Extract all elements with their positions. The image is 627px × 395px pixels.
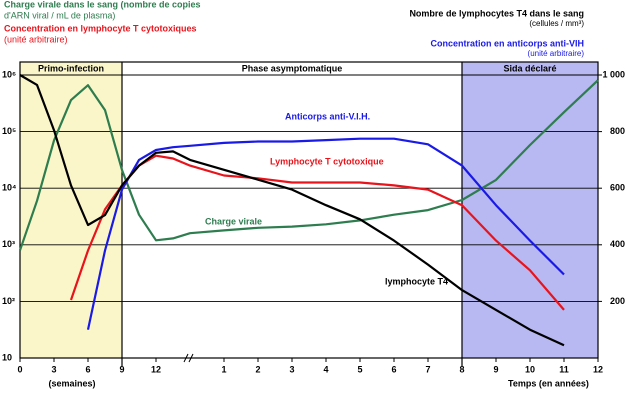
phase-label: Sida déclaré (503, 63, 556, 73)
series-label: Charge virale (205, 216, 262, 226)
x-tick-label: 2 (255, 364, 260, 374)
axis-title: d'ARN viral / mL de plasma) (4, 10, 115, 20)
x-tick-label: 3 (51, 364, 56, 374)
series-line (18, 79, 599, 251)
y-tick-label: 10 (2, 352, 12, 362)
phase-label: Primo-infection (38, 63, 104, 73)
axis-break (183, 353, 194, 363)
y-tick-label: 10³ (2, 239, 15, 249)
x-tick-label: 6 (391, 364, 396, 374)
x-tick-label: 5 (357, 364, 362, 374)
x-tick-label: 12 (151, 364, 161, 374)
y2-tick-label: 200 (610, 296, 625, 306)
x-tick-label: 3 (289, 364, 294, 374)
axis-title: Nombre de lymphocytes T4 dans le sang (409, 8, 584, 18)
series-line (19, 74, 565, 347)
phase-band (122, 62, 462, 358)
phase-band (462, 62, 598, 358)
x-label-weeks: (semaines) (48, 378, 95, 388)
x-tick-label: 11 (559, 364, 569, 374)
x-tick-label: 9 (119, 364, 124, 374)
series-line (86, 137, 565, 330)
y2-tick-label: 800 (610, 126, 625, 136)
axis-title: (cellules / mm³) (529, 19, 584, 28)
x-tick-label: 8 (459, 364, 464, 374)
series-label: Lymphocyte T cytotoxique (270, 156, 384, 166)
axis-title: Concentration en lymphocyte T cytotoxiqu… (4, 23, 197, 33)
x-label: Temps (en années) (508, 378, 589, 388)
y-tick-label: 10⁵ (2, 126, 16, 136)
x-tick-label: 7 (425, 364, 430, 374)
axis-title: (unité arbitraire) (528, 49, 585, 58)
axis-title: Charge virale dans le sang (nombre de co… (4, 0, 201, 9)
x-tick-label: 9 (493, 364, 498, 374)
x-tick-label: 6 (85, 364, 90, 374)
x-tick-label: 10 (525, 364, 535, 374)
axis-title: (unité arbitraire) (4, 34, 68, 44)
y2-tick-label: 1 000 (602, 69, 625, 79)
x-tick-label: 4 (323, 364, 328, 374)
x-tick-label: 0 (17, 364, 22, 374)
y2-tick-label: 600 (610, 183, 625, 193)
y-tick-label: 10² (2, 296, 15, 306)
x-tick-label: 1 (221, 364, 226, 374)
series-label: lymphocyte T4 (385, 276, 448, 286)
x-tick-label: 12 (593, 364, 603, 374)
phase-label: Phase asymptomatique (242, 63, 343, 73)
y-tick-label: 10⁴ (2, 183, 16, 193)
series-label: Anticorps anti-V.I.H. (285, 111, 370, 121)
y-tick-label: 10⁶ (2, 69, 16, 79)
axis-title: Concentration en anticorps anti-VIH (430, 38, 584, 48)
y2-tick-label: 400 (610, 239, 625, 249)
